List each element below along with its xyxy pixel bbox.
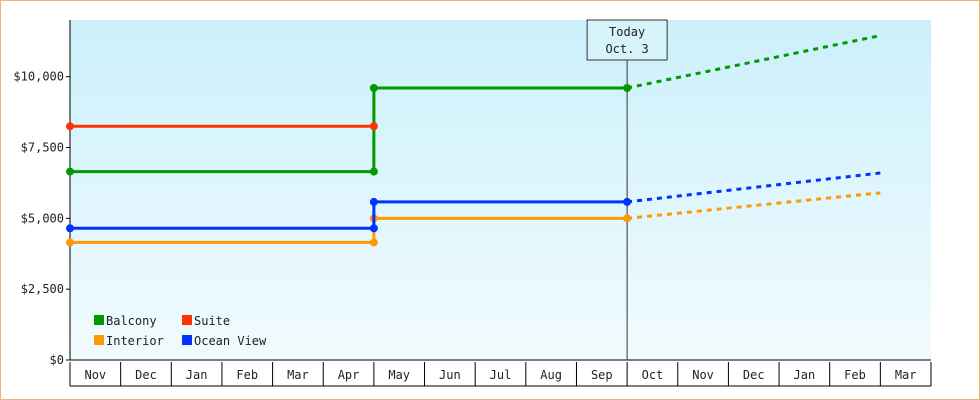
x-tick-label: Dec: [743, 368, 765, 382]
data-point-ocean-view: [623, 197, 632, 206]
data-point-balcony: [623, 84, 632, 92]
legend-label-ocean-view: Ocean View: [194, 334, 267, 348]
data-point-interior: [66, 238, 74, 247]
data-point-suite: [66, 122, 74, 131]
series-forecast-balcony: [626, 34, 881, 90]
x-tick-label: Apr: [338, 368, 360, 382]
y-tick-label: $10,000: [13, 70, 64, 84]
x-tick-label: May: [388, 368, 410, 382]
x-tick-label: Jun: [439, 368, 461, 382]
legend-label-interior: Interior: [106, 334, 164, 348]
y-tick-label: $5,000: [21, 211, 64, 225]
data-point-suite: [369, 122, 378, 131]
today-box: [586, 19, 668, 61]
x-tick-label: Jan: [794, 368, 816, 382]
x-tick-label: Oct: [642, 368, 664, 382]
today-date-label: Oct. 3: [605, 42, 648, 56]
y-tick-label: $2,500: [21, 282, 64, 296]
data-point-ocean-view: [369, 224, 378, 233]
x-tick-label: Dec: [135, 368, 157, 382]
legend-swatch-ocean-view: [182, 335, 192, 345]
legend-swatch-suite: [182, 315, 192, 325]
x-tick-label: Jan: [186, 368, 208, 382]
series-line-ocean-view: [70, 200, 628, 230]
x-tick-label: Mar: [287, 368, 309, 382]
plot-background: [70, 20, 931, 360]
x-tick-label: Nov: [692, 368, 714, 382]
data-point-ocean-view: [66, 224, 74, 233]
data-point-ocean-view: [369, 197, 378, 206]
x-tick-label: Sep: [591, 368, 613, 382]
x-tick-label: Feb: [236, 368, 258, 382]
today-label: Today: [609, 25, 645, 39]
x-tick-label: Aug: [540, 368, 562, 382]
data-point-balcony: [369, 84, 378, 92]
y-tick-label: $0: [50, 353, 64, 367]
legend-swatch-balcony: [94, 315, 104, 325]
data-point-balcony: [66, 167, 74, 176]
legend-swatch-interior: [94, 335, 104, 345]
x-tick-label: Mar: [895, 368, 917, 382]
x-tick-label: Nov: [84, 368, 106, 382]
data-point-balcony: [369, 167, 378, 176]
data-point-interior: [369, 238, 378, 247]
legend-label-balcony: Balcony: [106, 314, 157, 328]
x-tick-label: Feb: [844, 368, 866, 382]
series-forecast-interior: [626, 191, 881, 220]
legend-label-suite: Suite: [194, 314, 230, 328]
y-tick-label: $7,500: [21, 141, 64, 155]
x-tick-label: Jul: [490, 368, 512, 382]
data-point-interior: [623, 214, 632, 223]
series-forecast-ocean-view: [626, 171, 881, 204]
